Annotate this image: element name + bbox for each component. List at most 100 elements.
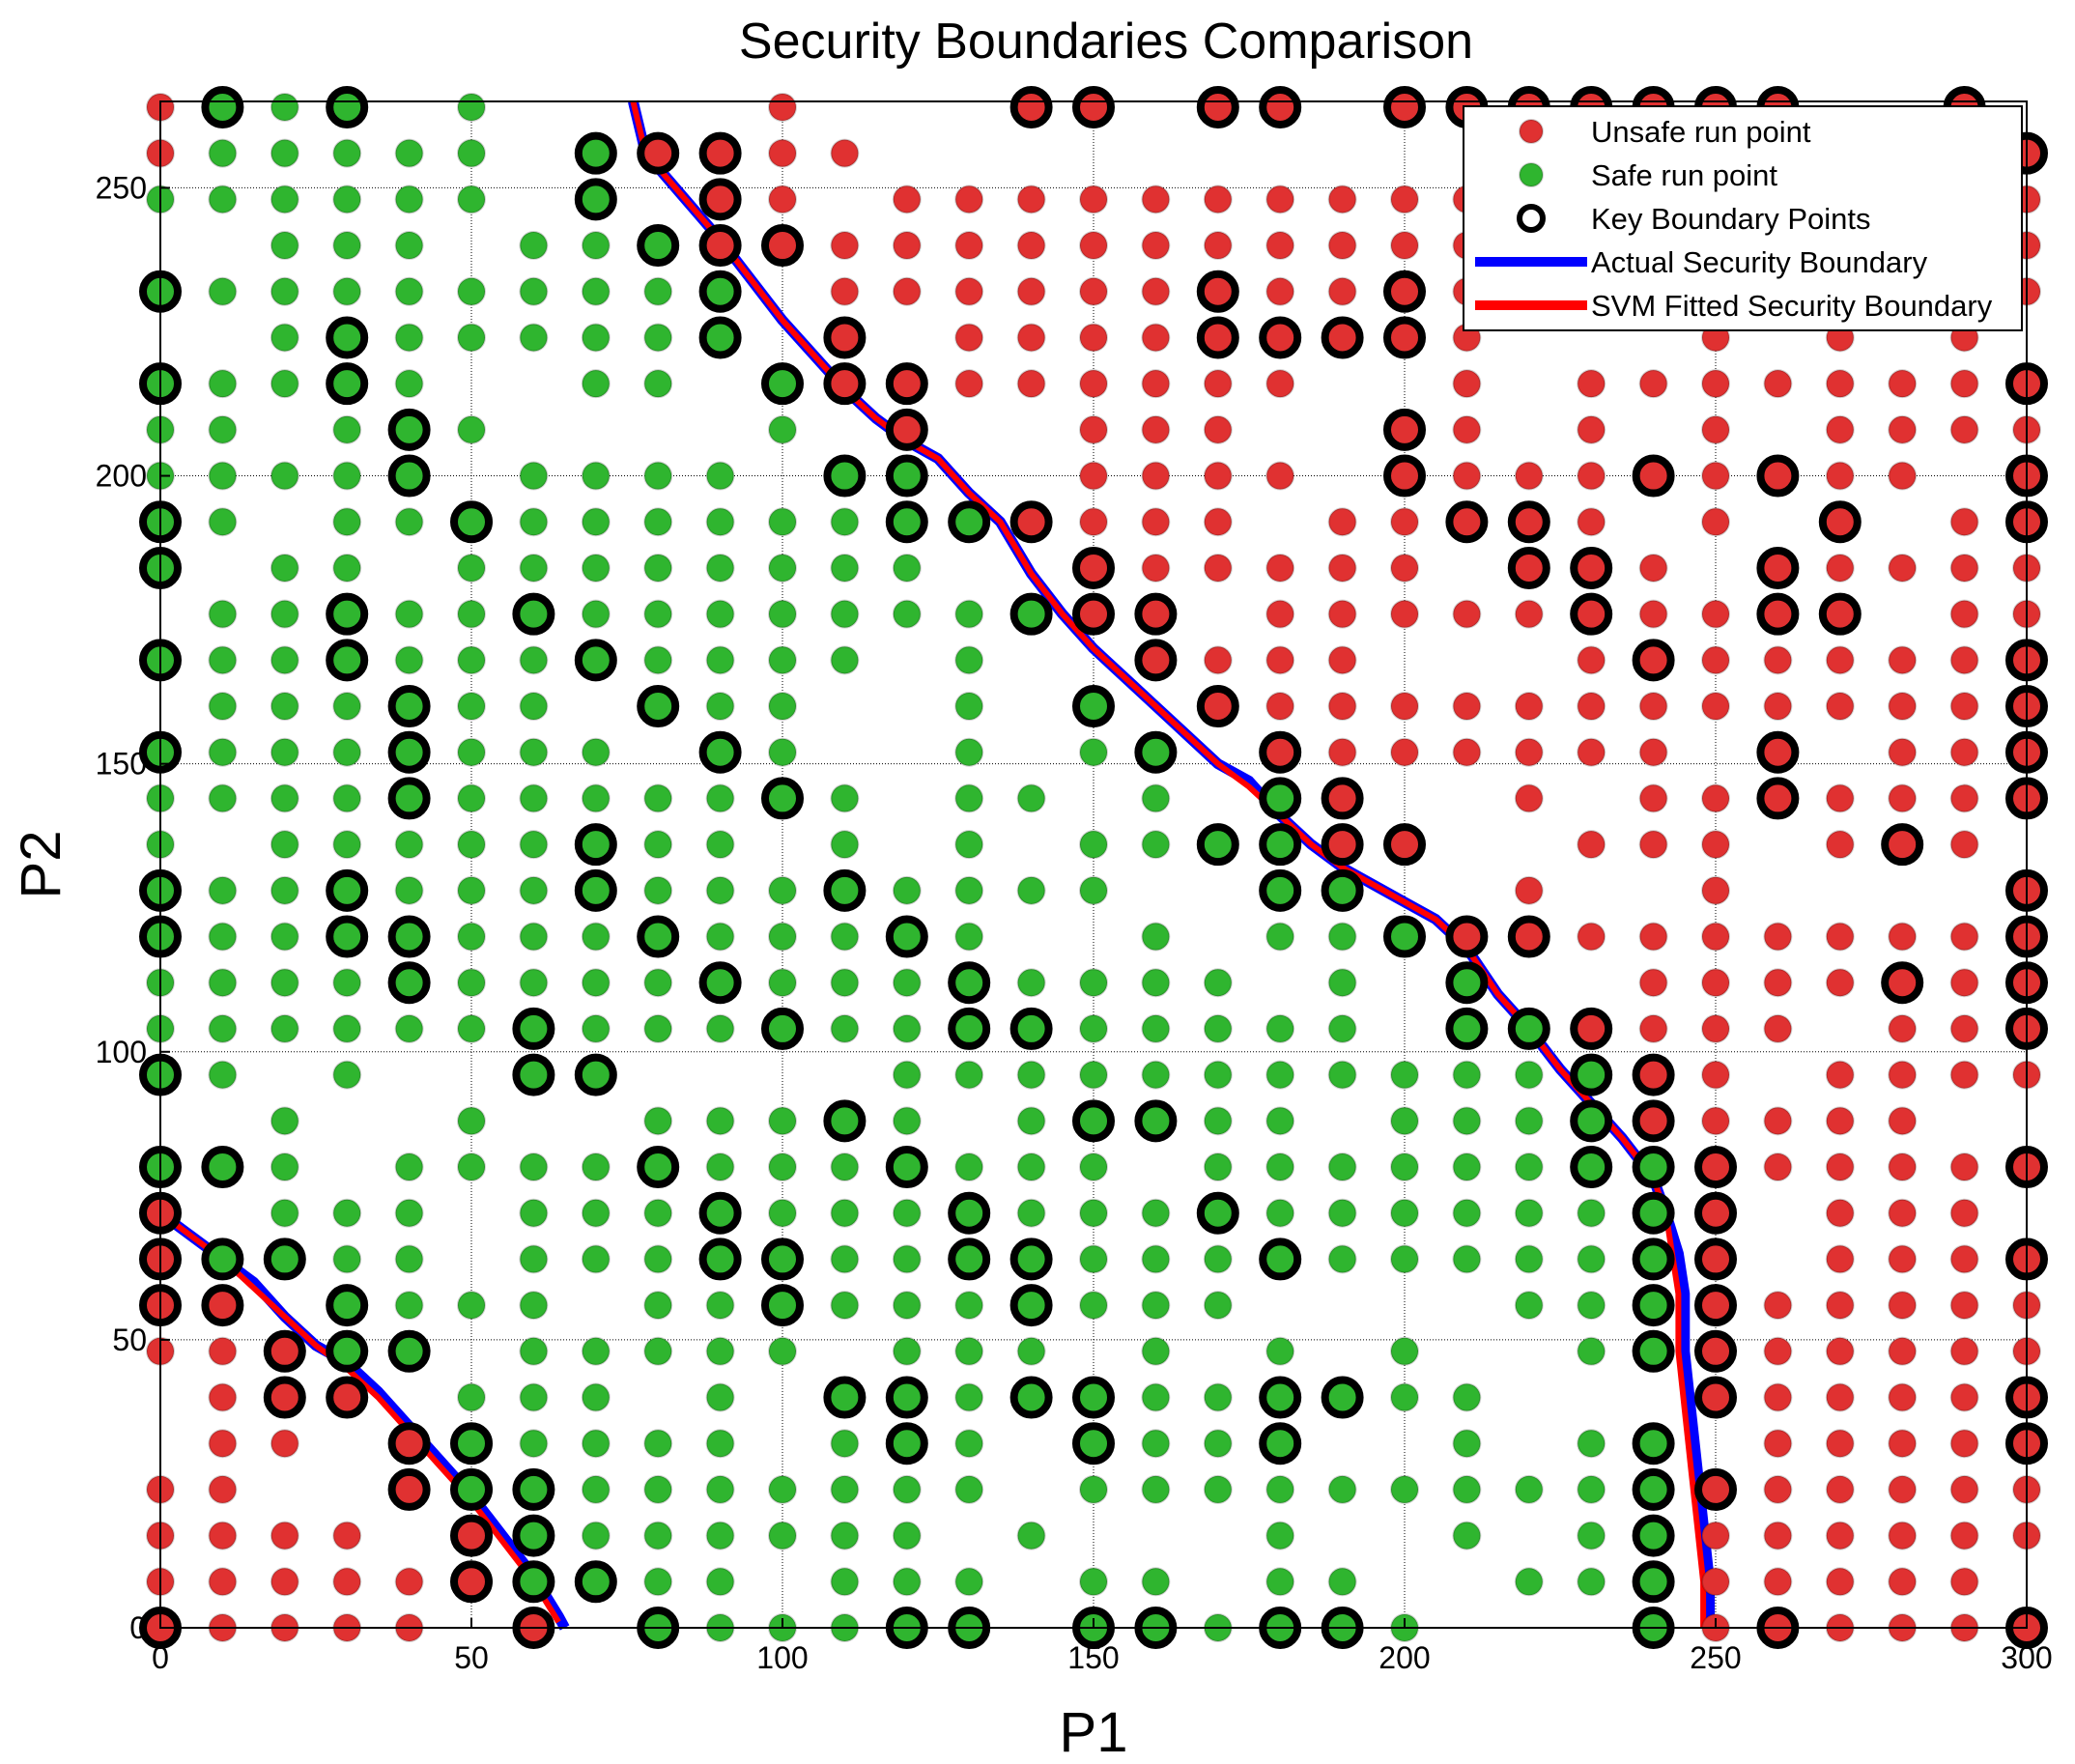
key-boundary-point	[1632, 1191, 1675, 1235]
safe-point	[1203, 1060, 1233, 1090]
unsafe-point	[1390, 599, 1419, 629]
safe-point	[270, 1152, 299, 1182]
key-boundary-point	[1072, 1422, 1115, 1465]
safe-point	[643, 1244, 673, 1274]
unsafe-point	[1514, 461, 1544, 491]
safe-point	[1452, 1060, 1482, 1090]
unsafe-point	[1701, 507, 1730, 537]
unsafe-point	[1390, 553, 1419, 583]
safe-point	[1079, 1013, 1108, 1043]
key-boundary-point	[1383, 408, 1426, 451]
safe-point	[830, 1521, 860, 1551]
key-boundary-point	[823, 362, 867, 406]
unsafe-point	[1141, 323, 1171, 353]
key-boundary-point	[450, 500, 493, 544]
unsafe-point	[1825, 1291, 1855, 1321]
unsafe-point	[1141, 185, 1171, 214]
unsafe-point	[1825, 1474, 1855, 1504]
key-boundary-point	[1632, 1560, 1675, 1604]
safe-point	[1577, 1336, 1606, 1366]
key-boundary-point	[948, 1007, 991, 1050]
unsafe-point	[1079, 185, 1108, 214]
unsafe-point	[1949, 968, 1979, 998]
unsafe-point	[1825, 1567, 1855, 1597]
safe-point	[581, 323, 611, 353]
key-boundary-point	[1756, 592, 1800, 636]
unsafe-point	[1825, 414, 1855, 444]
unsafe-point	[1949, 1567, 1979, 1597]
key-boundary-point	[1756, 546, 1800, 589]
unsafe-point	[1825, 783, 1855, 813]
safe-point	[1016, 1060, 1046, 1090]
safe-point	[1079, 1567, 1108, 1597]
unsafe-point	[1825, 553, 1855, 583]
key-boundary-point	[1259, 1238, 1302, 1281]
safe-point	[830, 1244, 860, 1274]
safe-point	[1016, 1336, 1046, 1366]
key-boundary-point	[1507, 500, 1550, 544]
safe-point	[705, 1152, 735, 1182]
key-boundary-point	[1196, 1191, 1239, 1235]
unsafe-point	[1888, 922, 1918, 952]
safe-point	[1390, 1336, 1419, 1366]
unsafe-point	[1701, 922, 1730, 952]
safe-point	[1514, 1244, 1544, 1274]
legend-label: Safe run point	[1591, 158, 1777, 192]
safe-point	[332, 185, 362, 214]
key-boundary-point	[948, 1191, 991, 1235]
safe-point	[332, 138, 362, 168]
key-boundary-point	[326, 639, 369, 682]
key-boundary-point	[637, 915, 680, 958]
unsafe-point	[1452, 599, 1482, 629]
unsafe-point	[1825, 922, 1855, 952]
key-boundary-point	[574, 1560, 617, 1604]
safe-point	[1203, 1474, 1233, 1504]
legend-label: Unsafe run point	[1591, 115, 1811, 149]
key-boundary-point	[1570, 1007, 1613, 1050]
key-boundary-point	[1632, 1284, 1675, 1327]
safe-point	[394, 875, 424, 905]
safe-point	[1327, 1013, 1357, 1043]
key-boundary-point	[761, 1007, 804, 1050]
safe-point	[705, 461, 735, 491]
key-boundary-point	[1134, 592, 1178, 636]
safe-point	[519, 1244, 549, 1274]
safe-point	[1079, 1474, 1108, 1504]
key-boundary-point	[1694, 1146, 1737, 1189]
unsafe-point	[954, 276, 984, 306]
safe-point	[1577, 1244, 1606, 1274]
unsafe-point	[1888, 737, 1918, 767]
unsafe-point	[1577, 369, 1606, 399]
unsafe-point	[332, 1567, 362, 1597]
safe-point	[705, 922, 735, 952]
safe-point	[1514, 1060, 1544, 1090]
safe-point	[581, 1152, 611, 1182]
safe-point	[1577, 1521, 1606, 1551]
key-boundary-point	[1072, 1099, 1115, 1143]
key-boundary-point	[1756, 454, 1800, 498]
key-boundary-point	[698, 1191, 742, 1235]
unsafe-point	[1949, 1521, 1979, 1551]
unsafe-point	[1888, 1106, 1918, 1136]
key-boundary-point	[1694, 1284, 1737, 1327]
key-boundary-point	[387, 454, 431, 498]
x-tick-label: 0	[152, 1640, 169, 1675]
unsafe-point	[1203, 461, 1233, 491]
safe-point	[768, 645, 797, 675]
safe-point	[457, 276, 486, 306]
unsafe-point	[1763, 1521, 1793, 1551]
safe-point	[830, 507, 860, 537]
safe-point	[457, 830, 486, 860]
unsafe-point	[1825, 830, 1855, 860]
safe-point	[519, 783, 549, 813]
safe-point	[1452, 1429, 1482, 1459]
safe-point	[892, 1013, 922, 1043]
key-boundary-point	[885, 1146, 928, 1189]
safe-point	[1390, 1198, 1419, 1228]
key-boundary-point	[1321, 316, 1364, 359]
key-boundary-point	[326, 362, 369, 406]
key-boundary-point	[1445, 500, 1489, 544]
unsafe-point	[1638, 1013, 1668, 1043]
key-boundary-point	[823, 1376, 867, 1419]
unsafe-point	[208, 1429, 238, 1459]
